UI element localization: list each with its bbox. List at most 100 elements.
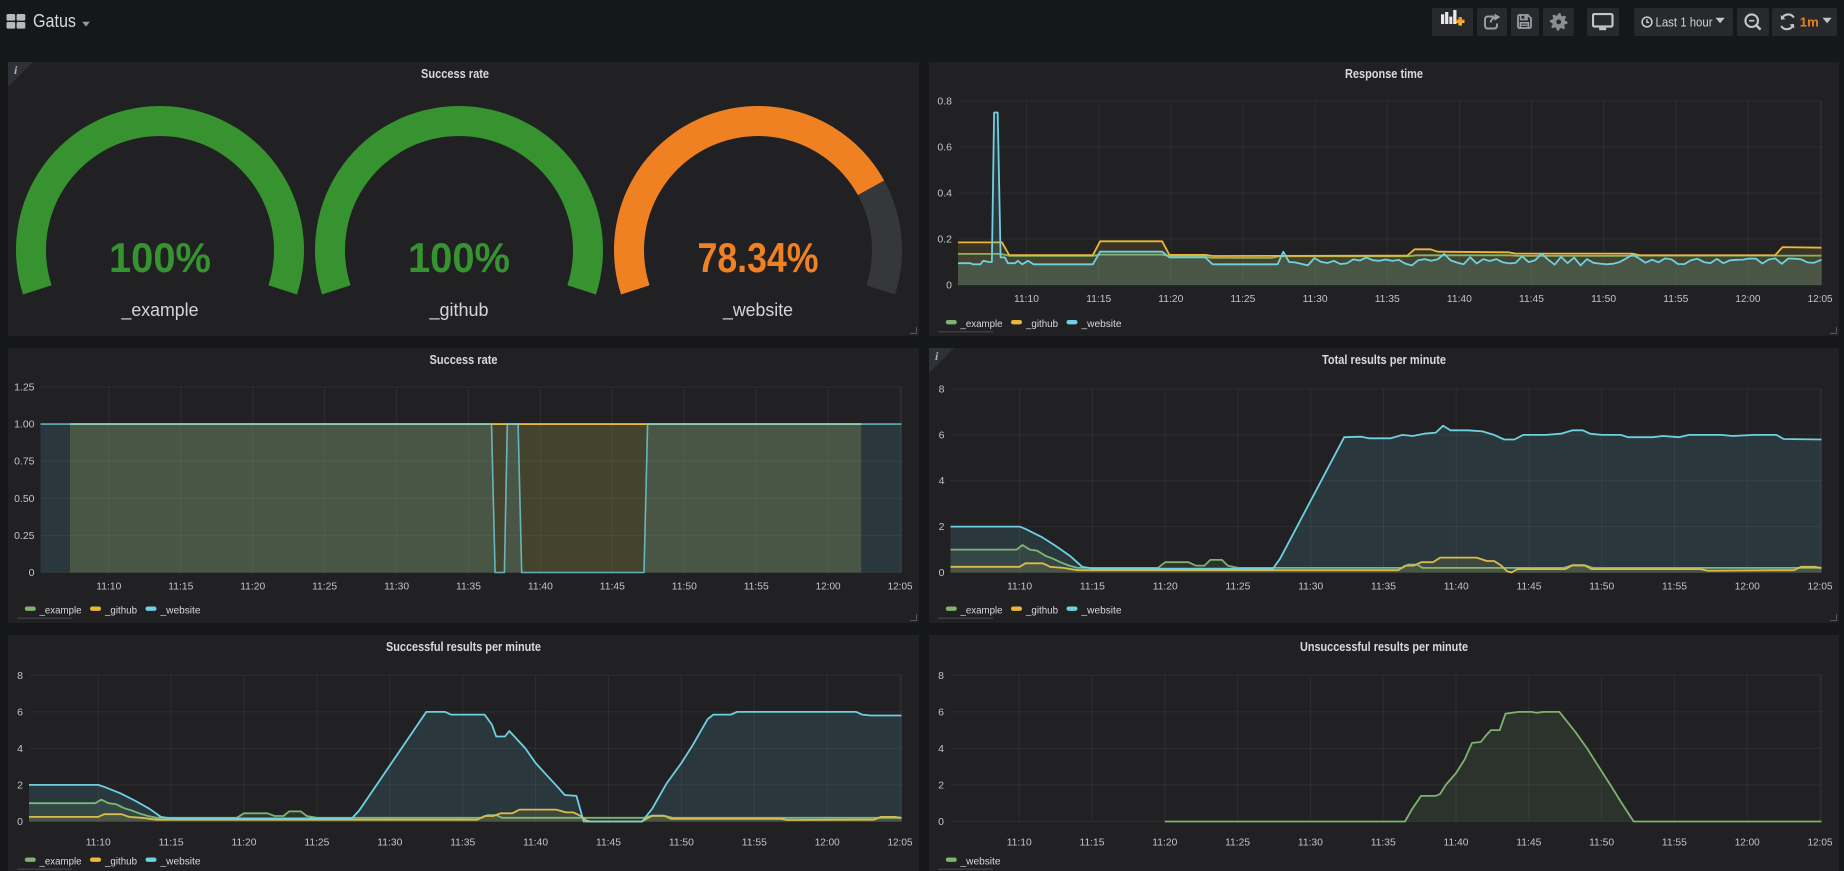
svg-text:11:15: 11:15: [159, 837, 184, 849]
svg-text:11:35: 11:35: [1371, 837, 1396, 849]
svg-text:11:50: 11:50: [1591, 293, 1616, 305]
svg-text:12:00: 12:00: [1735, 293, 1760, 305]
svg-text:11:40: 11:40: [1447, 293, 1472, 305]
svg-text:Response time: Response time: [1345, 67, 1423, 81]
svg-text:11:35: 11:35: [450, 837, 475, 849]
svg-text:100%: 100%: [109, 234, 211, 281]
svg-text:12:00: 12:00: [1735, 581, 1760, 593]
svg-text:1.00: 1.00: [14, 419, 35, 431]
svg-text:0: 0: [29, 567, 35, 579]
svg-text:11:20: 11:20: [1152, 837, 1177, 849]
svg-text:0: 0: [939, 567, 945, 579]
svg-text:11:25: 11:25: [304, 837, 329, 849]
svg-text:0.25: 0.25: [14, 530, 35, 542]
svg-text:_website: _website: [1080, 606, 1121, 617]
svg-text:11:50: 11:50: [1589, 581, 1614, 593]
svg-text:11:30: 11:30: [1303, 293, 1328, 305]
svg-text:11:50: 11:50: [1589, 837, 1614, 849]
svg-text:_example: _example: [960, 319, 1003, 330]
svg-text:Gatus: Gatus: [33, 11, 76, 31]
svg-text:6: 6: [939, 429, 945, 441]
svg-text:11:45: 11:45: [600, 581, 625, 593]
svg-text:_github: _github: [104, 606, 137, 617]
svg-text:0.8: 0.8: [937, 96, 952, 108]
svg-text:_website: _website: [159, 606, 200, 617]
svg-text:11:40: 11:40: [528, 581, 553, 593]
svg-text:1.25: 1.25: [14, 382, 35, 394]
svg-text:11:45: 11:45: [1519, 293, 1544, 305]
svg-text:11:45: 11:45: [1517, 581, 1542, 593]
svg-text:6: 6: [938, 706, 944, 718]
svg-text:11:35: 11:35: [1371, 581, 1396, 593]
svg-text:_github: _github: [104, 857, 137, 868]
svg-text:Unsuccessful results per minut: Unsuccessful results per minute: [1300, 640, 1468, 654]
svg-text:11:15: 11:15: [1080, 837, 1105, 849]
svg-text:_github: _github: [1025, 606, 1058, 617]
svg-text:11:15: 11:15: [1080, 581, 1105, 593]
svg-text:11:50: 11:50: [669, 837, 694, 849]
svg-text:12:00: 12:00: [815, 837, 840, 849]
svg-text:11:25: 11:25: [1225, 581, 1250, 593]
svg-text:11:40: 11:40: [1444, 581, 1469, 593]
svg-text:12:05: 12:05: [1808, 293, 1833, 305]
svg-text:_website: _website: [959, 857, 1000, 868]
svg-text:8: 8: [938, 670, 944, 682]
svg-text:_website: _website: [1080, 319, 1121, 330]
svg-text:11:55: 11:55: [742, 837, 767, 849]
svg-text:6: 6: [17, 706, 23, 718]
svg-text:4: 4: [938, 743, 944, 755]
svg-text:0.2: 0.2: [937, 234, 952, 246]
svg-text:8: 8: [939, 384, 945, 396]
svg-text:Last 1 hour: Last 1 hour: [1655, 15, 1712, 29]
svg-text:8: 8: [17, 670, 23, 682]
svg-text:_website: _website: [159, 857, 200, 868]
svg-text:2: 2: [939, 521, 945, 533]
svg-text:0.50: 0.50: [14, 493, 35, 505]
svg-text:12:00: 12:00: [816, 581, 841, 593]
svg-text:11:45: 11:45: [596, 837, 621, 849]
svg-text:78.34%: 78.34%: [698, 234, 819, 281]
svg-text:Success rate: Success rate: [421, 67, 489, 81]
svg-text:11:55: 11:55: [744, 581, 769, 593]
svg-text:Successful results per minute: Successful results per minute: [386, 640, 541, 654]
svg-text:11:55: 11:55: [1662, 581, 1687, 593]
svg-text:11:20: 11:20: [232, 837, 257, 849]
svg-text:100%: 100%: [408, 234, 510, 281]
svg-text:12:05: 12:05: [888, 581, 913, 593]
svg-text:11:10: 11:10: [1007, 837, 1032, 849]
svg-text:11:35: 11:35: [456, 581, 481, 593]
svg-text:11:10: 11:10: [86, 837, 111, 849]
svg-text:11:40: 11:40: [523, 837, 548, 849]
svg-text:Success rate: Success rate: [430, 353, 498, 367]
svg-text:0.4: 0.4: [937, 188, 952, 200]
svg-text:_example: _example: [960, 606, 1003, 617]
svg-text:11:15: 11:15: [1086, 293, 1111, 305]
svg-text:11:20: 11:20: [1153, 581, 1178, 593]
svg-text:11:30: 11:30: [1298, 581, 1323, 593]
svg-text:4: 4: [939, 475, 945, 487]
svg-text:11:20: 11:20: [240, 581, 265, 593]
svg-text:_website: _website: [722, 300, 793, 321]
svg-text:0: 0: [946, 280, 952, 292]
svg-text:11:25: 11:25: [312, 581, 337, 593]
svg-text:11:25: 11:25: [1230, 293, 1255, 305]
svg-text:11:45: 11:45: [1516, 837, 1541, 849]
svg-text:0.6: 0.6: [937, 142, 952, 154]
svg-text:Total results per minute: Total results per minute: [1322, 353, 1446, 367]
svg-text:12:05: 12:05: [888, 837, 913, 849]
svg-text:11:35: 11:35: [1375, 293, 1400, 305]
svg-text:_github: _github: [429, 300, 489, 321]
svg-text:11:40: 11:40: [1444, 837, 1469, 849]
svg-text:11:55: 11:55: [1663, 293, 1688, 305]
svg-text:11:15: 11:15: [168, 581, 193, 593]
svg-text:11:10: 11:10: [1014, 293, 1039, 305]
svg-text:12:00: 12:00: [1735, 837, 1760, 849]
svg-text:11:10: 11:10: [96, 581, 121, 593]
svg-text:0: 0: [938, 816, 944, 828]
svg-text:11:30: 11:30: [377, 837, 402, 849]
svg-text:11:30: 11:30: [1298, 837, 1323, 849]
svg-text:12:05: 12:05: [1808, 581, 1833, 593]
svg-text:11:30: 11:30: [384, 581, 409, 593]
svg-text:4: 4: [17, 743, 23, 755]
svg-text:0.75: 0.75: [14, 456, 35, 468]
